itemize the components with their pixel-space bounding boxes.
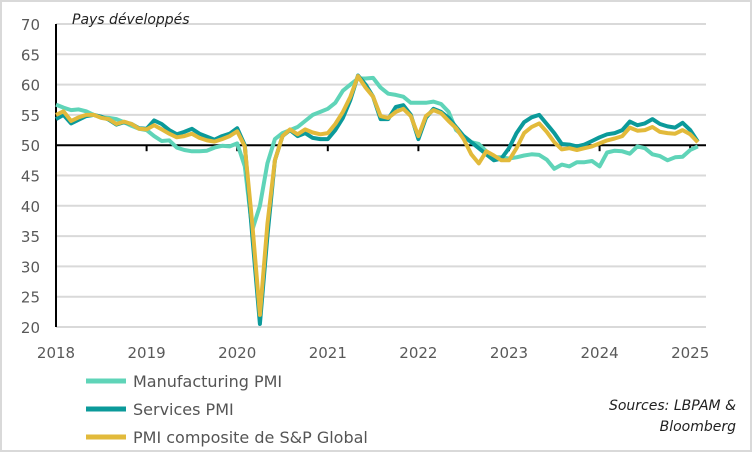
y-tick-label: 30 <box>21 258 40 276</box>
y-axis-ticks: 20 25 30 35 40 45 50 55 60 65 70 <box>21 16 40 337</box>
series-lines <box>55 73 700 326</box>
x-tick-label: 2021 <box>309 344 347 362</box>
legend-label: Services PMI <box>133 400 234 419</box>
source-line-1: Sources: LBPAM & <box>609 398 736 414</box>
y-tick-label: 70 <box>21 16 40 34</box>
series-line-pmi-composite-de-s-p-global <box>55 74 700 317</box>
x-tick-label: 2023 <box>490 344 528 362</box>
y-tick-label: 40 <box>21 198 40 216</box>
series-line-manufacturing-pmi <box>55 75 699 232</box>
x-axis-ticks: 2018 2019 2020 2021 2022 2023 2024 2025 <box>37 145 709 362</box>
y-tick-label: 20 <box>21 319 40 337</box>
source-line-2: Bloomberg <box>660 419 737 435</box>
y-tick-label: 65 <box>21 46 40 64</box>
x-tick-label: 2025 <box>671 344 709 362</box>
x-tick-label: 2024 <box>581 344 619 362</box>
chart-title: Pays développés <box>72 12 190 28</box>
legend-label: Manufacturing PMI <box>133 372 282 391</box>
x-tick-label: 2020 <box>218 344 256 362</box>
y-tick-label: 45 <box>21 168 40 186</box>
y-tick-label: 55 <box>21 107 40 125</box>
legend: Manufacturing PMI Services PMI PMI composi… <box>86 372 368 447</box>
gridlines <box>56 23 706 328</box>
y-tick-label: 50 <box>21 137 40 155</box>
x-tick-label: 2018 <box>37 344 75 362</box>
y-tick-label: 60 <box>21 77 40 95</box>
series-line-services-pmi <box>55 73 700 326</box>
legend-label: PMI composite de S&P Global <box>133 428 368 447</box>
x-tick-label: 2022 <box>399 344 437 362</box>
x-tick-label: 2019 <box>128 344 166 362</box>
y-tick-label: 35 <box>21 228 40 246</box>
y-tick-label: 25 <box>21 289 40 307</box>
